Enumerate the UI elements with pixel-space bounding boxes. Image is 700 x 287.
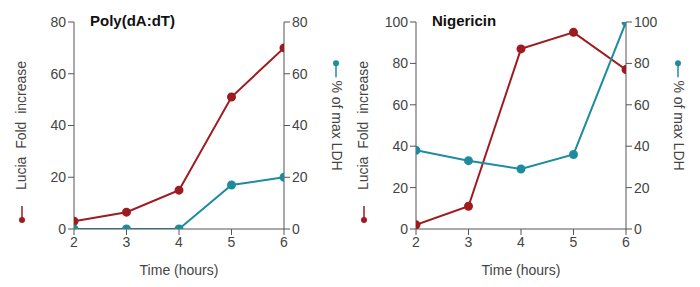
svg-text:Time (hours): Time (hours) <box>140 262 219 278</box>
svg-text:60: 60 <box>634 97 650 113</box>
svg-text:0: 0 <box>292 221 300 237</box>
svg-text:100: 100 <box>634 14 658 30</box>
svg-text:40: 40 <box>292 117 308 133</box>
svg-text:4: 4 <box>175 234 183 250</box>
svg-text:60: 60 <box>292 66 308 82</box>
svg-text:20: 20 <box>50 169 66 185</box>
svg-text:4: 4 <box>517 234 525 250</box>
svg-text:60: 60 <box>392 97 408 113</box>
svg-text:0: 0 <box>634 221 642 237</box>
svg-text:% of max LDH: % of max LDH <box>671 80 687 170</box>
svg-text:80: 80 <box>50 14 66 30</box>
svg-text:2: 2 <box>70 234 78 250</box>
svg-text:Time (hours): Time (hours) <box>482 262 561 278</box>
svg-text:6: 6 <box>622 234 630 250</box>
svg-text:0: 0 <box>400 221 408 237</box>
svg-text:80: 80 <box>392 55 408 71</box>
html-text:Nigericin: Nigericin <box>432 12 497 29</box>
svg-text:80: 80 <box>292 14 308 30</box>
svg-text:Lucia Fold increase: Lucia Fold increase <box>355 61 371 190</box>
svg-text:5: 5 <box>228 234 236 250</box>
svg-text:% of max LDH: % of max LDH <box>329 80 345 170</box>
svg-text:Lucia Fold increase: Lucia Fold increase <box>13 61 29 190</box>
svg-text:60: 60 <box>50 66 66 82</box>
svg-text:20: 20 <box>634 180 650 196</box>
svg-text:40: 40 <box>634 138 650 154</box>
html-text:Poly(dA:dT): Poly(dA:dT) <box>90 12 175 29</box>
svg-text:80: 80 <box>634 55 650 71</box>
svg-text:5: 5 <box>570 234 578 250</box>
svg-text:3: 3 <box>465 234 473 250</box>
svg-text:3: 3 <box>123 234 131 250</box>
svg-text:40: 40 <box>50 117 66 133</box>
svg-text:20: 20 <box>292 169 308 185</box>
svg-text:2: 2 <box>412 234 420 250</box>
svg-text:100: 100 <box>385 14 409 30</box>
svg-text:40: 40 <box>392 138 408 154</box>
svg-text:20: 20 <box>392 180 408 196</box>
svg-text:0: 0 <box>58 221 66 237</box>
svg-text:6: 6 <box>280 234 288 250</box>
